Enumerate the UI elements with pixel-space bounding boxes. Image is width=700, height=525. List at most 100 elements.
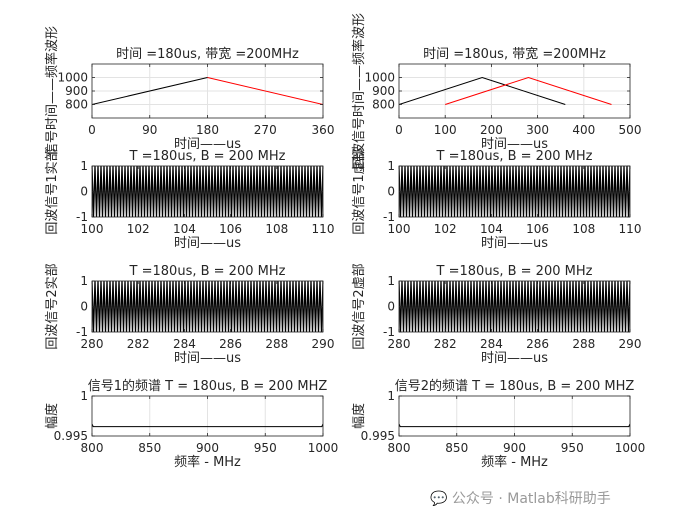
x-tick-label: 290 xyxy=(312,337,335,351)
data-layer xyxy=(399,281,630,332)
x-tick-label: 102 xyxy=(127,222,150,236)
y-tick-label: 900 xyxy=(65,84,88,98)
x-tick-label: 300 xyxy=(526,123,549,137)
x-tick-label: 286 xyxy=(219,337,242,351)
y-tick-label: 900 xyxy=(372,84,395,98)
x-tick-label: 900 xyxy=(503,441,526,455)
chart-4: 100 102 104 106 108 110 -1 0 1 T =180us, B = 200 … xyxy=(352,148,641,251)
x-axis-label: 时间——us xyxy=(174,351,241,366)
x-tick-label: 110 xyxy=(619,222,642,236)
x-tick-label: 950 xyxy=(561,441,584,455)
x-tick-label: 288 xyxy=(572,337,595,351)
x-axis-label: 时间——us xyxy=(174,236,241,251)
x-tick-label: 284 xyxy=(173,337,196,351)
y-tick-label: 0 xyxy=(80,185,88,199)
x-axis-label: 时间——us xyxy=(481,351,548,366)
x-tick-label: 180 xyxy=(196,123,219,137)
x-tick-label: 104 xyxy=(173,222,196,236)
data-layer xyxy=(399,76,612,105)
chart-title: T =180us, B = 200 MHz xyxy=(436,264,593,279)
y-axis-label: 回波信号2虚部 xyxy=(352,263,367,349)
y-tick-label: 1 xyxy=(80,389,88,403)
x-axis-label: 时间——us xyxy=(481,236,548,251)
x-tick-label: 108 xyxy=(572,222,595,236)
x-tick-label: 850 xyxy=(445,441,468,455)
series-line-1 xyxy=(399,423,630,428)
y-tick-label: 800 xyxy=(65,98,88,112)
x-tick-label: 108 xyxy=(265,222,288,236)
x-tick-label: 100 xyxy=(388,222,411,236)
signal-line xyxy=(399,166,630,217)
y-tick-label: 0.995 xyxy=(361,429,395,443)
y-axis-label: 回波信号1实部 xyxy=(45,148,60,234)
wechat-icon: 💬 xyxy=(430,491,448,507)
x-tick-label: 106 xyxy=(219,222,242,236)
chart-title: 时间 =180us, 带宽 =200MHz xyxy=(423,46,606,62)
y-tick-label: -1 xyxy=(383,210,395,224)
x-tick-label: 400 xyxy=(572,123,595,137)
x-tick-label: 200 xyxy=(480,123,503,137)
x-tick-label: 288 xyxy=(265,337,288,351)
x-tick-label: 270 xyxy=(254,123,277,137)
signal-line xyxy=(399,281,630,332)
x-tick-label: 100 xyxy=(81,222,104,236)
x-tick-label: 110 xyxy=(312,222,335,236)
series-line-2 xyxy=(445,76,612,105)
y-tick-label: 1 xyxy=(80,159,88,173)
y-axis-label: 信号时间——频率波形 xyxy=(44,26,60,156)
x-tick-label: 90 xyxy=(142,123,157,137)
data-layer xyxy=(92,166,323,217)
chart-title: T =180us, B = 200 MHz xyxy=(436,149,593,164)
x-axis-label: 频率 - MHz xyxy=(481,454,548,470)
x-tick-label: 286 xyxy=(526,337,549,351)
y-tick-label: -1 xyxy=(383,325,395,339)
x-tick-label: 100 xyxy=(434,123,457,137)
x-tick-label: 850 xyxy=(138,441,161,455)
x-tick-label: 102 xyxy=(434,222,457,236)
chart-5: 280 282 284 286 288 290 -1 0 1 T =180us, B = 200 … xyxy=(45,263,334,366)
x-tick-label: 104 xyxy=(480,222,503,236)
chart-title: 时间 =180us, 带宽 =200MHz xyxy=(116,46,299,62)
chart-title: 信号1的频谱 T = 180us, B = 200 MHZ xyxy=(88,378,328,394)
y-axis-label: 回波信号时间——频率波形 xyxy=(351,13,367,169)
signal-line xyxy=(92,166,323,217)
y-tick-label: 1000 xyxy=(57,71,88,85)
y-tick-label: -1 xyxy=(76,325,88,339)
x-tick-label: 0 xyxy=(395,123,403,137)
y-tick-label: 1 xyxy=(80,274,88,288)
x-tick-label: 900 xyxy=(196,441,219,455)
x-tick-label: 1000 xyxy=(308,441,339,455)
series-line-1 xyxy=(399,76,566,105)
y-tick-label: 0 xyxy=(387,300,395,314)
y-tick-label: 0.995 xyxy=(54,429,88,443)
chart-title: 信号2的频谱 T = 180us, B = 200 MHZ xyxy=(395,378,635,394)
x-tick-label: 500 xyxy=(619,123,642,137)
data-layer xyxy=(92,423,323,428)
x-tick-label: 290 xyxy=(619,337,642,351)
x-axis-label: 时间——us xyxy=(174,137,241,152)
y-tick-label: -1 xyxy=(76,210,88,224)
series-line-2 xyxy=(207,77,323,105)
y-tick-label: 1000 xyxy=(364,71,395,85)
data-layer xyxy=(399,166,630,217)
x-tick-label: 800 xyxy=(388,441,411,455)
data-layer xyxy=(399,423,630,428)
x-tick-label: 0 xyxy=(88,123,96,137)
signal-line xyxy=(92,281,323,332)
x-tick-label: 800 xyxy=(81,441,104,455)
watermark-text: 公众号 · Matlab科研助手 xyxy=(451,491,611,507)
x-tick-label: 360 xyxy=(312,123,335,137)
x-tick-label: 280 xyxy=(81,337,104,351)
x-tick-label: 282 xyxy=(127,337,150,351)
series-line-1 xyxy=(92,77,208,105)
y-tick-label: 800 xyxy=(372,98,395,112)
y-axis-label: 幅度 xyxy=(44,403,60,429)
y-tick-label: 1 xyxy=(387,274,395,288)
x-axis-label: 频率 - MHz xyxy=(174,454,241,470)
chart-6: 280 282 284 286 288 290 -1 0 1 T =180us, B = 200 … xyxy=(352,263,641,366)
